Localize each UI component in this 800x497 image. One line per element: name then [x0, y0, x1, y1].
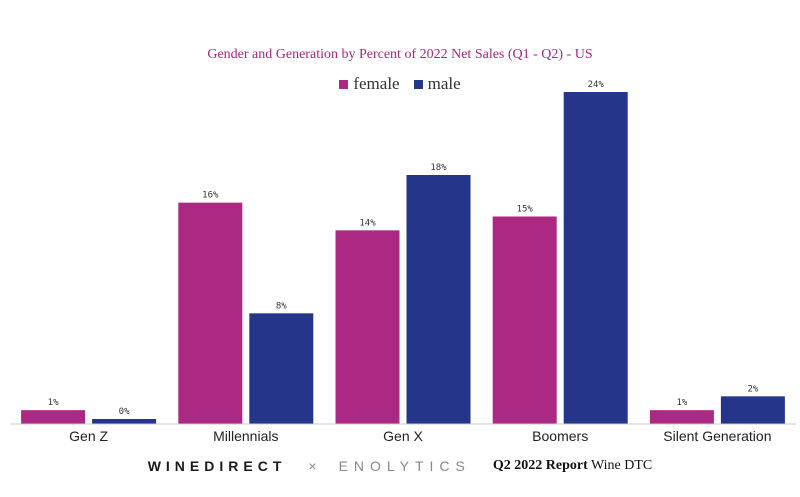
data-label-female-gen-z: 1% [48, 398, 59, 408]
bar-female-gen-x [335, 230, 400, 424]
data-label-male-gen-x: 18% [430, 163, 447, 173]
x-tick-label-boomers: Boomers [532, 428, 588, 444]
bar-male-boomers [563, 92, 628, 424]
brand-separator: × [308, 458, 317, 474]
data-label-male-silent-generation: 2% [747, 384, 758, 394]
bar-female-silent-generation [649, 410, 714, 424]
chart-title: Gender and Generation by Percent of 2022… [207, 47, 593, 62]
footer: WINEDIRECT × ENOLYTICS Q2 2022 Report Wi… [0, 458, 800, 474]
x-tick-label-millennials: Millennials [213, 428, 278, 444]
bar-male-silent-generation [720, 396, 785, 424]
winedirect-logo: WINEDIRECT [147, 458, 287, 474]
bar-male-gen-x [406, 175, 471, 424]
data-label-male-boomers: 24% [588, 80, 605, 90]
data-label-female-millennials: 16% [202, 191, 219, 201]
report-subtitle: Wine DTC [591, 458, 653, 473]
report-caption: Q2 2022 Report Wine DTC [493, 458, 652, 474]
report-title: Q2 2022 Report [492, 458, 588, 473]
data-label-male-millennials: 8% [276, 301, 287, 311]
legend-item-female: female [339, 74, 400, 94]
bar-female-gen-z [21, 410, 86, 424]
bar-male-millennials [249, 313, 314, 424]
legend-item-male: male [413, 74, 461, 94]
x-tick-label-gen-x: Gen X [383, 428, 423, 444]
enolytics-logo: ENOLYTICS [338, 458, 471, 474]
legend-swatch-female [339, 79, 349, 89]
legend-label-male: male [427, 74, 461, 93]
data-label-female-boomers: 15% [517, 205, 534, 215]
bar-female-boomers [492, 216, 557, 424]
bar-female-millennials [178, 202, 243, 424]
legend: female male [0, 74, 800, 94]
bar-chart: 1% 0% Gen Z 16% 8% Millennials 14% 18% Gen X 15% 2… [10, 80, 796, 444]
data-label-male-gen-z: 0% [119, 407, 130, 417]
legend-label-female: female [353, 74, 400, 93]
data-label-female-gen-x: 14% [359, 218, 376, 228]
bar-male-gen-z [92, 419, 157, 424]
x-tick-label-gen-z: Gen Z [69, 428, 108, 444]
data-label-female-silent-generation: 1% [676, 398, 687, 408]
legend-swatch-male [413, 79, 423, 89]
x-tick-label-silent-generation: Silent Generation [663, 428, 771, 444]
